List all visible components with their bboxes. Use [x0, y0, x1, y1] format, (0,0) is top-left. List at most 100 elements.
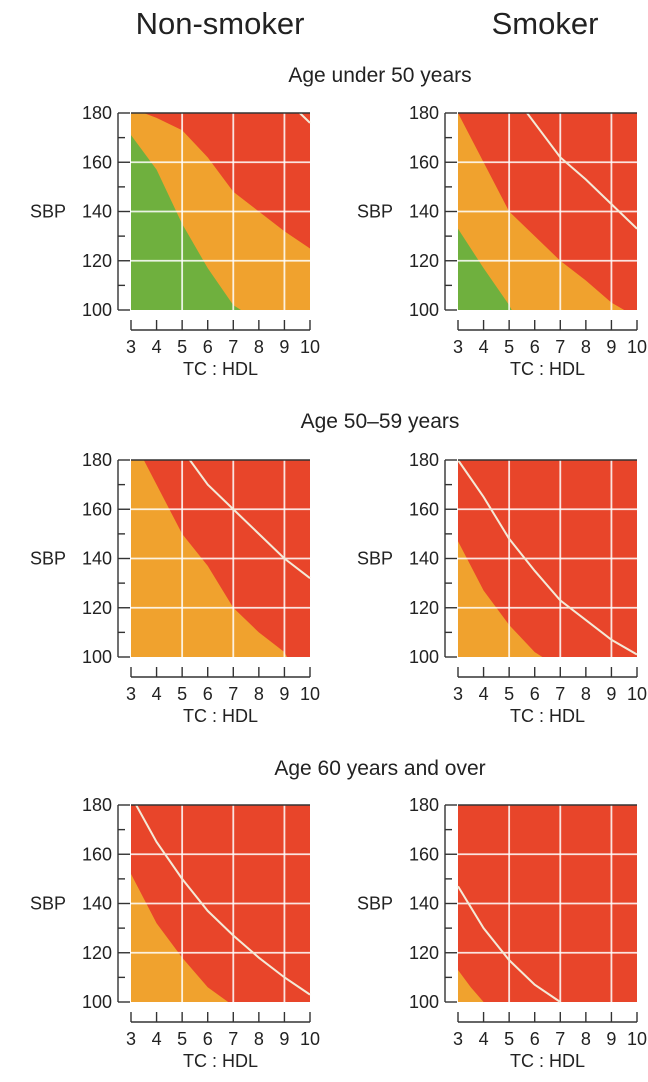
y-tick-label: 180 — [409, 450, 439, 470]
x-axis-label: TC : HDL — [183, 706, 258, 726]
orange-risk-region — [458, 969, 484, 1002]
x-tick-label: 5 — [504, 337, 514, 357]
x-tick-label: 3 — [453, 1029, 463, 1049]
x-tick-label: 9 — [606, 337, 616, 357]
risk-panel: 100 120 140 160 180 SBP 3 4 5 6 7 8 9 10 TC : HDL — [30, 103, 320, 379]
risk-threshold-line — [526, 112, 638, 230]
x-tick-label: 4 — [479, 684, 489, 704]
x-tick-label: 9 — [606, 684, 616, 704]
smoker-header: Smoker — [492, 6, 599, 41]
x-tick-label: 4 — [479, 1029, 489, 1049]
x-tick-label: 6 — [203, 684, 213, 704]
x-tick-label: 10 — [300, 337, 320, 357]
x-tick-label: 3 — [453, 684, 463, 704]
x-tick-label: 8 — [254, 337, 264, 357]
y-axis-label: SBP — [30, 549, 66, 569]
x-tick-label: 8 — [254, 684, 264, 704]
y-tick-label: 160 — [82, 499, 112, 519]
x-tick-label: 6 — [203, 337, 213, 357]
x-axis-label: TC : HDL — [510, 359, 585, 379]
x-tick-label: 3 — [126, 684, 136, 704]
y-tick-label: 140 — [409, 202, 439, 222]
x-tick-label: 5 — [177, 684, 187, 704]
x-tick-label: 7 — [555, 1029, 565, 1049]
x-tick-label: 6 — [530, 337, 540, 357]
x-tick-label: 8 — [254, 1029, 264, 1049]
section-title: Age 50–59 years — [301, 410, 460, 433]
x-tick-label: 10 — [300, 684, 320, 704]
x-tick-label: 10 — [300, 1029, 320, 1049]
y-axis-label: SBP — [357, 549, 393, 569]
y-tick-label: 100 — [409, 647, 439, 667]
risk-panel: 100 120 140 160 180 SBP 3 4 5 6 7 8 9 10 TC : HDL — [357, 103, 647, 379]
y-tick-label: 140 — [409, 549, 439, 569]
risk-threshold-line — [457, 885, 561, 1003]
x-tick-label: 6 — [530, 1029, 540, 1049]
y-tick-label: 100 — [82, 992, 112, 1012]
y-tick-label: 140 — [82, 894, 112, 914]
x-tick-label: 10 — [627, 1029, 647, 1049]
x-tick-label: 4 — [152, 337, 162, 357]
x-tick-label: 9 — [279, 337, 289, 357]
x-tick-label: 4 — [479, 337, 489, 357]
x-tick-label: 5 — [177, 1029, 187, 1049]
x-tick-label: 3 — [453, 337, 463, 357]
risk-panel: 100 120 140 160 180 SBP 3 4 5 6 7 8 9 10 TC : HDL — [357, 450, 647, 726]
x-tick-label: 8 — [581, 684, 591, 704]
y-tick-label: 120 — [409, 943, 439, 963]
x-axis-label: TC : HDL — [183, 359, 258, 379]
y-tick-label: 100 — [409, 300, 439, 320]
y-tick-label: 120 — [409, 598, 439, 618]
non-smoker-header: Non-smoker — [136, 6, 305, 41]
y-axis-label: SBP — [30, 202, 66, 222]
risk-panel: 100 120 140 160 180 SBP 3 4 5 6 7 8 9 10 TC : HDL — [30, 795, 320, 1071]
green-risk-region — [458, 228, 512, 310]
y-tick-label: 160 — [409, 844, 439, 864]
x-tick-label: 9 — [279, 684, 289, 704]
y-tick-label: 160 — [409, 152, 439, 172]
y-axis-label: SBP — [357, 894, 393, 914]
y-tick-label: 100 — [82, 300, 112, 320]
orange-risk-region — [458, 541, 543, 657]
y-tick-label: 180 — [82, 103, 112, 123]
section-title: Age under 50 years — [288, 64, 471, 87]
y-tick-label: 120 — [82, 598, 112, 618]
y-tick-label: 180 — [82, 795, 112, 815]
age-section: Age 60 years and over 100 120 140 160 180 SBP 3… — [30, 757, 647, 1071]
x-tick-label: 8 — [581, 1029, 591, 1049]
x-tick-label: 10 — [627, 337, 647, 357]
y-tick-label: 180 — [409, 795, 439, 815]
y-tick-label: 160 — [82, 844, 112, 864]
green-risk-region — [131, 135, 241, 310]
x-tick-label: 7 — [555, 337, 565, 357]
y-tick-label: 120 — [82, 943, 112, 963]
x-tick-label: 6 — [203, 1029, 213, 1049]
x-tick-label: 9 — [279, 1029, 289, 1049]
y-tick-label: 100 — [82, 647, 112, 667]
x-axis-label: TC : HDL — [510, 706, 585, 726]
risk-threshold-line — [299, 112, 311, 124]
x-tick-label: 7 — [228, 337, 238, 357]
x-tick-label: 4 — [152, 684, 162, 704]
x-tick-label: 3 — [126, 337, 136, 357]
x-tick-label: 3 — [126, 1029, 136, 1049]
x-tick-label: 5 — [504, 684, 514, 704]
x-tick-label: 4 — [152, 1029, 162, 1049]
x-tick-label: 7 — [228, 1029, 238, 1049]
y-tick-label: 180 — [82, 450, 112, 470]
y-tick-label: 140 — [82, 202, 112, 222]
x-tick-label: 6 — [530, 684, 540, 704]
section-title: Age 60 years and over — [274, 757, 485, 780]
y-tick-label: 160 — [409, 499, 439, 519]
x-tick-label: 7 — [555, 684, 565, 704]
orange-risk-region — [131, 873, 229, 1002]
y-axis-label: SBP — [357, 202, 393, 222]
x-tick-label: 5 — [504, 1029, 514, 1049]
x-axis-label: TC : HDL — [510, 1051, 585, 1071]
x-tick-label: 7 — [228, 684, 238, 704]
risk-panel: 100 120 140 160 180 SBP 3 4 5 6 7 8 9 10 TC : HDL — [30, 450, 320, 726]
x-axis-label: TC : HDL — [183, 1051, 258, 1071]
